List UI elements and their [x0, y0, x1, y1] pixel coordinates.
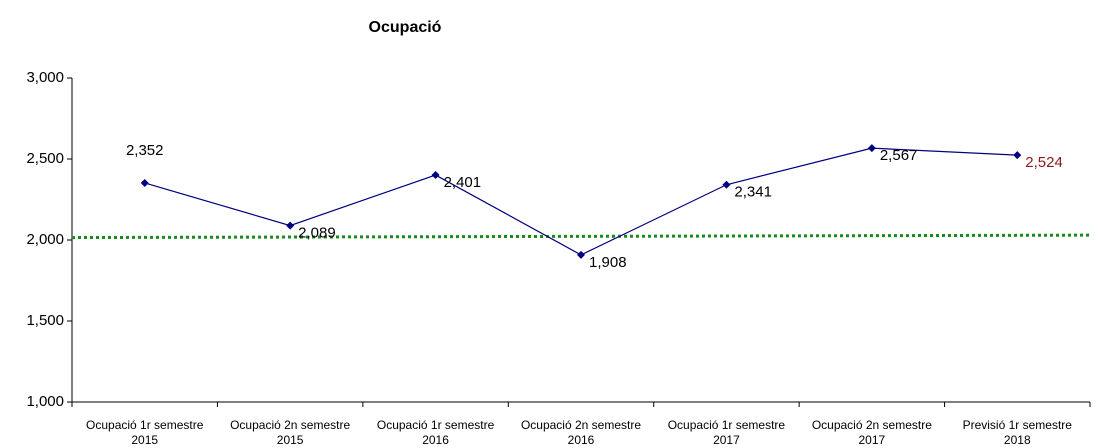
x-tick-label: Ocupació 1r semestre 2017 [667, 418, 786, 447]
y-tick-label: 1,000 [26, 393, 64, 410]
point [431, 171, 440, 180]
reference-line [71, 233, 1091, 240]
data-label: 2,401 [444, 174, 482, 191]
point [286, 221, 295, 230]
data-label: 2,089 [298, 225, 336, 242]
x-tick-label: Ocupació 1r semestre 2015 [86, 418, 204, 447]
point [1013, 151, 1022, 160]
point [577, 250, 585, 259]
x-tick-label: Ocupació 2n semestre 2017 [811, 418, 932, 447]
x-tick-label: Previsió 1r semestre 2018 [962, 418, 1072, 447]
point [140, 178, 149, 187]
y-tick-label: 2,500 [26, 150, 64, 167]
chart-title: Ocupació [369, 19, 442, 36]
x-tick-label: Ocupació 2n semestre 2015 [230, 418, 351, 447]
x-tick-label: Ocupació 1r semestre 2016 [376, 418, 495, 447]
data-label: 2,524 [1025, 154, 1063, 171]
data-label: 1,908 [589, 254, 627, 271]
data-label: 2,352 [126, 142, 164, 159]
x-tick-label: Ocupació 2n semestre 2016 [520, 418, 642, 447]
y-tick-label: 1,500 [26, 312, 64, 329]
y-tick-label: 2,000 [26, 231, 64, 248]
line [144, 147, 1018, 256]
point [722, 180, 731, 189]
y-tick-label: 3,000 [26, 69, 64, 86]
point [867, 144, 876, 153]
data-label: 2,567 [880, 147, 918, 164]
data-label: 2,341 [734, 184, 772, 201]
